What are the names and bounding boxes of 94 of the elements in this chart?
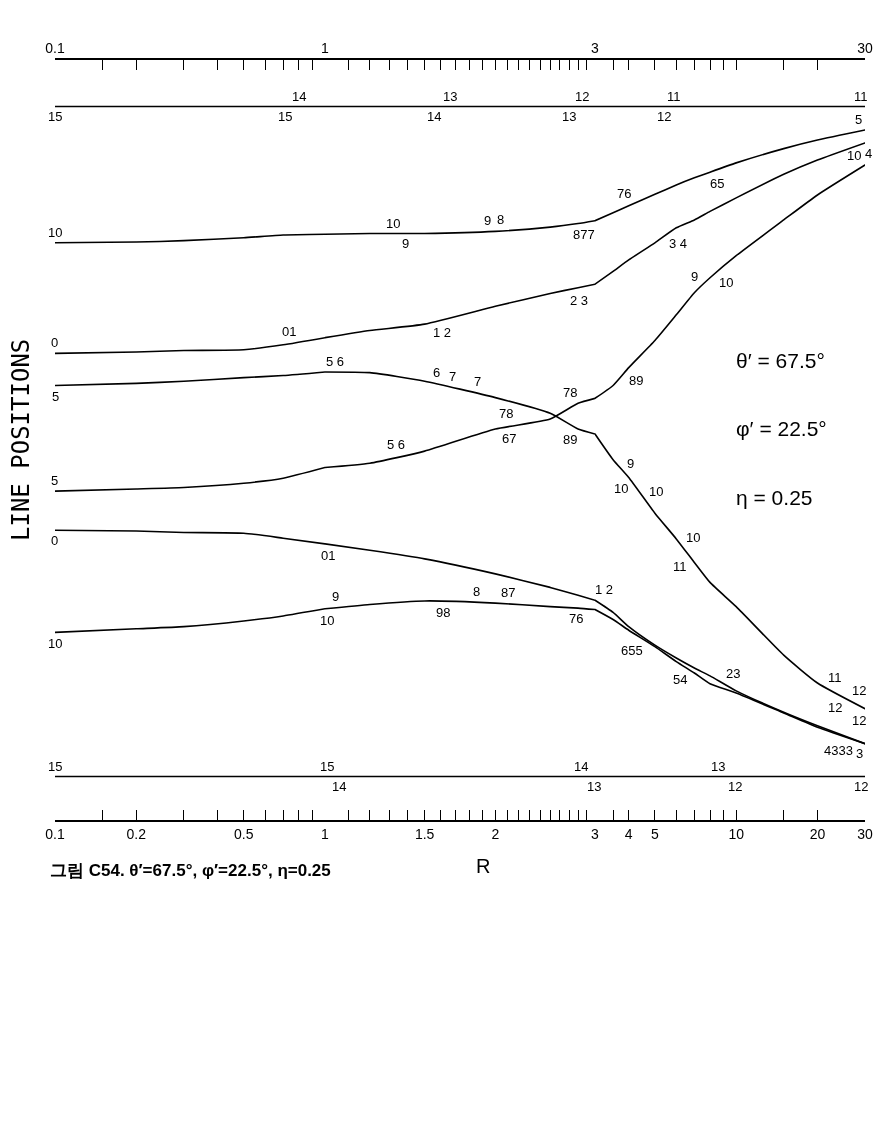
x-axis-title: R [476,855,491,877]
annotation: 89 [629,373,644,388]
annotation: 12 [575,89,590,104]
annotation: θ′ = 67.5° [736,349,825,372]
annotation: 3 [856,746,864,761]
annotation: 10 [320,613,335,628]
annotation: 78 [499,406,514,421]
annotation: 9 [627,456,635,471]
annotation: η = 0.25 [736,486,813,509]
annotation: 5 [52,389,60,404]
annotation: 14 [292,89,307,104]
annotation: 78 [563,385,578,400]
annotation: 5 [51,473,59,488]
annotation: 7 [449,369,457,384]
x-tick-label: 4 [624,825,633,842]
annotation: 98 [436,605,451,620]
y-axis-title: LINE POSITIONS [7,338,35,541]
annotation: 9 [484,213,492,228]
annotation: 54 [673,672,688,687]
x-tick-label: 1 [321,825,330,842]
annotation: 13 [562,109,577,124]
annotation: 10 [847,148,862,163]
annotation: 11 [828,670,842,685]
annotation: 9 [691,269,699,284]
annotation: 655 [621,643,643,658]
annotation: 10 [649,484,664,499]
annotation: 14 [574,759,589,774]
text: 그림 C54. θ′=67.5°, φ′=22.5°, η=0.25 [50,861,331,880]
annotation: 13 [587,779,602,794]
x-tick-label: 20 [809,825,826,842]
annotation: 10 [614,481,629,496]
annotation: 23 [726,666,741,681]
annotation: 9 [332,589,340,604]
annotation: 5 [855,112,863,127]
annotation: 15 [48,759,63,774]
annotation: 89 [563,432,578,447]
annotation: 13 [711,759,726,774]
annotation: 15 [48,109,63,124]
annotation: 5 6 [326,354,345,369]
annotation: 11 [854,89,868,104]
annotation: 11 [673,559,687,574]
annotation: 1 2 [433,325,452,340]
annotation: 12 [728,779,743,794]
annotation: 11 [667,89,681,104]
annotation: 10 [48,636,63,651]
x-tick-label: 10 [728,825,745,842]
annotation: 01 [321,548,336,563]
annotation: 67 [502,431,517,446]
annotation: 01 [282,324,297,339]
annotation: 10 [48,225,63,240]
annotation: 1 2 [595,582,614,597]
annotation: 3 4 [669,236,688,251]
annotation: 14 [427,109,442,124]
annotation: 4333 [824,743,853,758]
annotation: 76 [617,186,632,201]
x2-tick-label: 30 [857,39,873,56]
x-tick-label: 30 [857,825,873,842]
annotation: 12 [854,779,869,794]
annotation: 87 [501,585,516,600]
annotation: 12 [828,700,843,715]
x-tick-label: 1.5 [414,825,435,842]
annotation: 4 [865,146,873,161]
annotation: 15 [278,109,293,124]
x-tick-label: 2 [491,825,500,842]
annotation: 7 [474,374,482,389]
annotation: 0 [51,533,59,548]
annotation: 13 [443,89,458,104]
x-tick-label: 0.2 [126,825,147,842]
x2-tick-label: 1 [321,39,330,56]
annotation: 10 [686,530,701,545]
annotation: 0 [51,335,59,350]
x-tick-label: 0.5 [233,825,254,842]
annotation: 65 [710,176,725,191]
annotation: 6 [433,365,441,380]
annotation: 5 6 [387,437,406,452]
annotation: 9 [402,236,410,251]
annotation: 76 [569,611,584,626]
annotation: 15 [320,759,335,774]
annotation: 14 [332,779,347,794]
annotation: 10 [719,275,734,290]
x2-tick-label: 3 [591,39,600,56]
annotation: 12 [852,713,867,728]
annotation: 12 [852,683,867,698]
annotation: 8 [497,212,505,227]
annotation: 10 [386,216,401,231]
annotation: 8 [473,584,481,599]
annotation: 12 [657,109,672,124]
annotation: 877 [573,227,595,242]
x-tick-label: 3 [591,825,600,842]
x-tick-label: 5 [651,825,659,842]
x-tick-label: 0.1 [45,825,65,842]
annotation: 2 3 [570,293,589,308]
annotation: φ′ = 22.5° [736,417,827,440]
x2-tick-label: 0.1 [45,39,65,56]
